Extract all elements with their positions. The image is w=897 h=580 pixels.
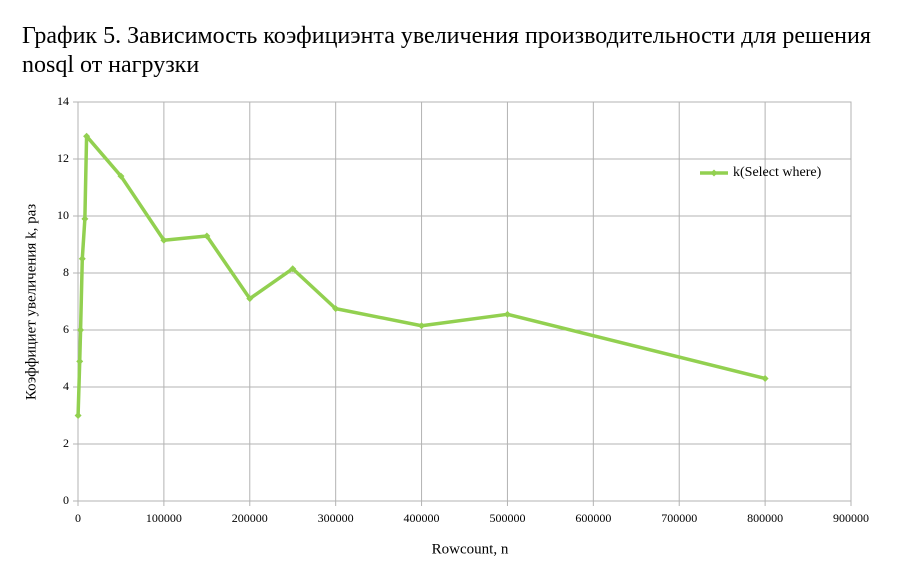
point <box>160 236 168 244</box>
x-tick-label: 900000 <box>833 511 869 525</box>
point <box>74 412 82 419</box>
legend-label: k(Select where) <box>733 165 822 180</box>
x-tick-label: 600000 <box>575 511 611 525</box>
x-tick-label: 300000 <box>318 511 354 525</box>
point <box>289 265 297 273</box>
x-tick-label: 800000 <box>747 511 783 525</box>
y-tick-label: 6 <box>63 322 69 336</box>
x-tick-label: 0 <box>75 511 81 525</box>
point <box>76 357 84 365</box>
x-tick-label: 700000 <box>661 511 697 525</box>
point <box>761 374 769 382</box>
x-tick-label: 100000 <box>146 511 182 525</box>
legend-marker <box>710 169 718 177</box>
point <box>117 172 125 180</box>
point <box>77 326 85 334</box>
x-tick-label: 200000 <box>232 511 268 525</box>
plot-border <box>77 101 852 502</box>
y-tick-label: 2 <box>63 436 69 450</box>
y-tick-label: 4 <box>63 379 69 393</box>
point <box>418 322 426 330</box>
point <box>203 232 211 240</box>
y-axis-label: Коэффициет увеличения k, раз <box>23 204 39 400</box>
x-tick-label: 400000 <box>404 511 440 525</box>
y-tick-label: 14 <box>57 94 69 108</box>
point <box>78 255 86 263</box>
chart-title: График 5. Зависимость коэфициэнта увелич… <box>22 23 871 78</box>
point <box>503 310 511 318</box>
x-tick-label: 500000 <box>489 511 525 525</box>
x-axis-label: Rowcount, n <box>432 541 509 557</box>
y-tick-label: 0 <box>63 493 69 507</box>
point <box>81 215 89 223</box>
point <box>246 295 254 303</box>
y-tick-label: 10 <box>57 208 69 222</box>
y-tick-label: 8 <box>63 265 69 279</box>
y-tick-label: 12 <box>57 151 69 165</box>
point <box>332 305 340 313</box>
point <box>83 132 91 140</box>
